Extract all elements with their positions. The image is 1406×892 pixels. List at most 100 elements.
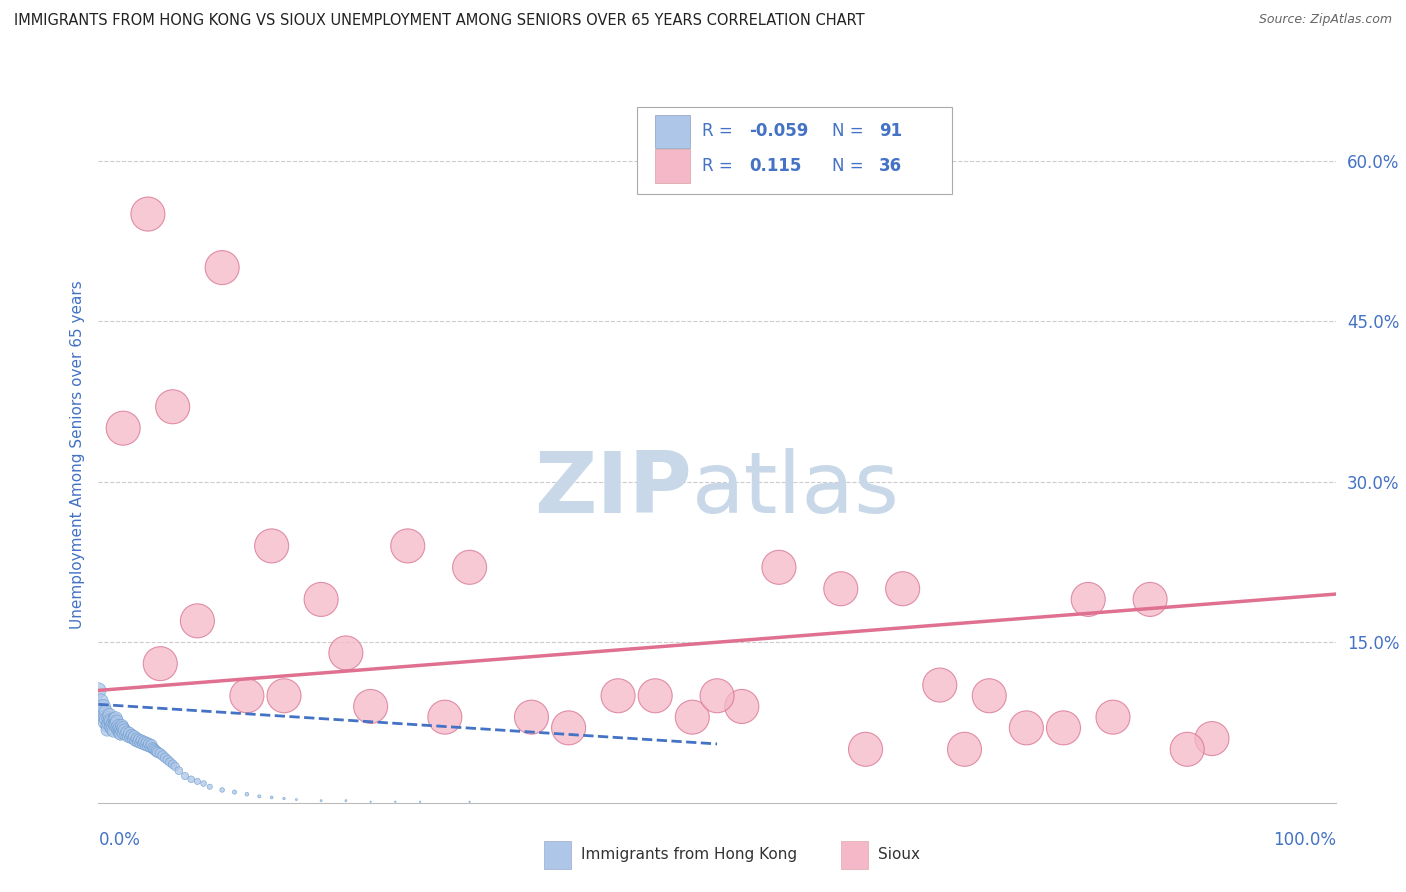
Point [260,790,283,805]
Point [101,722,124,736]
Point [136,739,159,753]
Text: N =: N = [832,157,869,175]
Point [152,748,174,763]
Point [186,614,208,628]
Point [98,714,121,728]
Point [607,689,630,703]
Point [103,717,125,731]
Point [91,705,114,719]
Point [100,720,122,734]
Point [143,742,166,756]
Point [285,792,308,806]
Point [103,715,125,730]
Point [100,714,122,729]
Point [90,694,112,708]
FancyBboxPatch shape [841,841,868,869]
Point [132,737,155,751]
Point [731,699,754,714]
Text: -0.059: -0.059 [749,122,808,140]
Point [124,733,146,747]
Point [211,783,233,797]
Point [830,582,852,596]
Point [260,539,283,553]
Point [101,717,124,731]
Point [520,710,543,724]
Point [94,705,117,719]
Point [186,774,208,789]
Point [211,260,233,275]
Point [979,689,1001,703]
Point [97,716,120,731]
Point [93,715,115,730]
Point [145,744,167,758]
Point [167,764,190,778]
Text: R =: R = [702,157,738,175]
Point [96,723,118,737]
Point [107,719,129,733]
Point [159,755,181,769]
Point [384,795,406,809]
Point [111,719,134,733]
Point [139,740,162,755]
Point [108,721,131,735]
Point [335,646,357,660]
Point [112,726,135,740]
Point [118,726,141,740]
Point [93,710,115,724]
Text: Source: ZipAtlas.com: Source: ZipAtlas.com [1258,13,1392,27]
Point [134,738,156,752]
Point [134,735,156,749]
Point [112,421,135,435]
Point [953,742,976,756]
Point [142,741,165,756]
FancyBboxPatch shape [655,115,690,148]
Point [98,708,121,723]
Point [273,791,295,805]
Point [93,699,115,714]
Point [1052,721,1074,735]
Point [87,683,110,698]
Point [433,710,456,724]
Point [108,726,131,740]
Point [120,731,142,745]
Point [198,780,221,794]
Point [180,772,202,787]
Point [162,757,184,772]
Text: ZIP: ZIP [534,448,692,532]
Point [309,592,332,607]
Point [121,728,143,742]
FancyBboxPatch shape [544,841,571,869]
Point [107,723,129,737]
Point [110,727,132,741]
Point [174,769,197,783]
Point [409,795,432,809]
Text: Immigrants from Hong Kong: Immigrants from Hong Kong [581,847,797,863]
Point [105,721,128,735]
Point [131,733,153,747]
Point [1015,721,1038,735]
Point [928,678,950,692]
Point [135,736,157,750]
Point [114,727,136,741]
Point [136,207,159,221]
Point [309,794,332,808]
Text: atlas: atlas [692,448,900,532]
Point [110,723,132,737]
Point [112,723,135,737]
Point [127,735,149,749]
Point [129,736,152,750]
Point [165,759,187,773]
Point [94,712,117,726]
Point [1077,592,1099,607]
Point [855,742,877,756]
Point [117,730,139,744]
Point [396,539,419,553]
Point [1201,731,1223,746]
FancyBboxPatch shape [637,107,952,194]
Text: 100.0%: 100.0% [1272,830,1336,848]
Y-axis label: Unemployment Among Seniors over 65 years: Unemployment Among Seniors over 65 years [69,281,84,629]
Point [706,689,728,703]
Point [644,689,666,703]
Text: 36: 36 [879,157,903,175]
Point [103,712,125,726]
